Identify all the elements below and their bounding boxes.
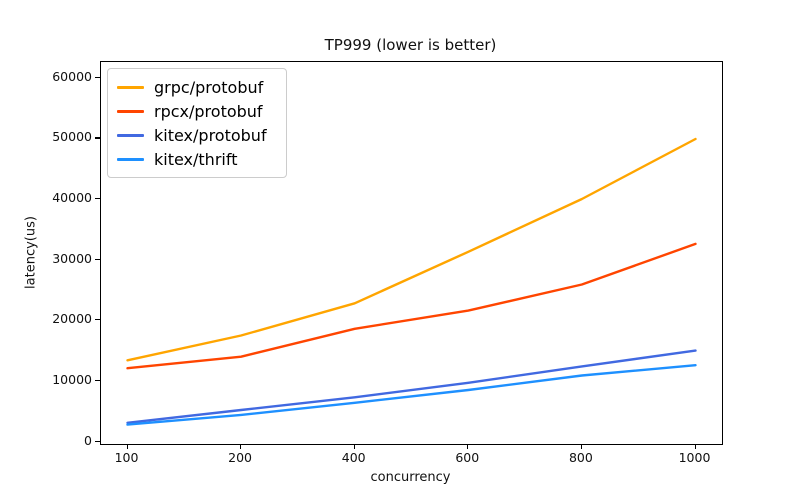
x-tick-label: 800 [568, 450, 593, 465]
x-tick-label: 100 [114, 450, 139, 465]
y-tick-label: 60000 [52, 68, 92, 84]
legend-line-swatch [117, 157, 144, 161]
x-tick-label: 400 [341, 450, 366, 465]
x-axis-label: concurrency [370, 470, 451, 485]
x-tick-mark [467, 444, 469, 449]
legend-line-swatch [117, 85, 144, 89]
y-tick-mark [95, 76, 100, 78]
x-tick-label: 1000 [678, 450, 711, 465]
x-tick-mark [353, 444, 355, 449]
series-line-grpc-protobuf [126, 137, 697, 362]
y-tick-mark [95, 137, 100, 139]
x-tick-mark [126, 444, 128, 449]
legend-line-swatch [117, 109, 144, 113]
y-tick-mark [95, 258, 100, 260]
legend-row: kitex/protobuf [108, 123, 286, 147]
legend-label: kitex/protobuf [154, 125, 267, 145]
series-line-kitex-protobuf [126, 349, 697, 424]
series-line-rpcx-protobuf [126, 242, 697, 370]
x-tick-mark [240, 444, 242, 449]
x-tick-mark [580, 444, 583, 449]
legend-label: rpcx/protobuf [154, 101, 263, 121]
y-tick-label: 0 [84, 432, 92, 448]
legend-row: kitex/thrift [108, 147, 286, 171]
legend: grpc/protobuf rpcx/protobuf kitex/protobuf… [107, 68, 287, 178]
y-tick-mark [95, 440, 100, 442]
y-tick-label: 40000 [52, 190, 92, 206]
legend-line-swatch [117, 133, 144, 137]
legend-label: grpc/protobuf [154, 77, 264, 97]
x-tick-label: 600 [455, 450, 480, 465]
y-tick-label: 30000 [52, 250, 92, 266]
chart-title: TP999 (lower is better) [324, 36, 497, 54]
y-tick-label: 10000 [52, 371, 92, 387]
x-tick-label: 200 [228, 450, 253, 465]
x-tick-mark [694, 444, 696, 449]
y-tick-mark [95, 379, 100, 382]
legend-row: rpcx/protobuf [108, 99, 286, 123]
y-tick-mark [95, 198, 100, 200]
legend-row: grpc/protobuf [108, 75, 286, 99]
plot-lines-svg [126, 137, 697, 426]
y-tick-label: 20000 [52, 311, 92, 327]
y-tick-label: 50000 [52, 129, 92, 145]
y-tick-mark [95, 319, 100, 321]
legend-label: kitex/thrift [154, 149, 238, 169]
series-line-kitex-thrift [126, 364, 697, 426]
